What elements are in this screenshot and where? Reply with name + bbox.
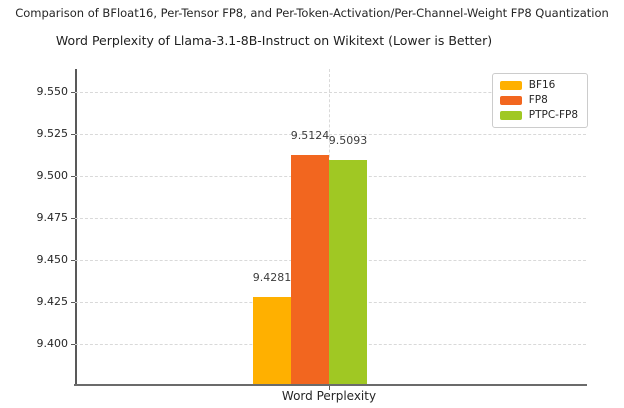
y-tick-mark	[71, 260, 75, 262]
bar-value-label: 9.5124	[290, 129, 330, 143]
y-tick-label: 9.525	[36, 126, 69, 140]
plot-area: 9.4281 9.5124 9.5093 BF16 FP8 PTPC-FP8	[75, 69, 588, 384]
y-tick-mark	[71, 218, 75, 220]
bar-value-label: 9.5093	[328, 134, 368, 148]
y-tick-mark	[71, 175, 75, 178]
figure-suptitle: Comparison of BFloat16, Per-Tensor FP8, …	[15, 6, 609, 20]
y-axis-spine	[75, 69, 77, 385]
y-tick-label: 9.550	[36, 84, 69, 98]
y-tick-mark	[71, 302, 75, 304]
x-tick-label: Word Perplexity	[281, 389, 377, 403]
y-tick-mark	[71, 133, 75, 136]
legend-item: PTPC-FP8	[499, 109, 578, 121]
legend-item: FP8	[499, 94, 578, 106]
y-tick-mark	[71, 91, 75, 94]
y-gridline	[75, 91, 586, 93]
y-tick-mark	[71, 344, 75, 346]
y-tick-label: 9.475	[36, 211, 69, 224]
y-gridline	[75, 133, 586, 135]
chart-title: Word Perplexity of Llama-3.1-8B-Instruct…	[55, 33, 493, 48]
bar-ptpc-fp8	[329, 160, 367, 384]
legend-swatch-ptpc-fp8	[499, 111, 522, 120]
bar-fp8	[291, 155, 329, 384]
legend: BF16 FP8 PTPC-FP8	[491, 73, 588, 128]
legend-swatch-bf16	[499, 81, 522, 90]
legend-label: FP8	[528, 94, 548, 106]
x-tick-mark	[329, 386, 331, 390]
y-tick-label: 9.500	[36, 168, 69, 182]
bar-bf16	[253, 296, 291, 384]
legend-label: PTPC-FP8	[528, 109, 578, 121]
legend-item: BF16	[499, 79, 578, 91]
bar-value-label: 9.4281	[252, 270, 292, 284]
legend-label: BF16	[528, 79, 556, 91]
y-tick-label: 9.425	[36, 295, 69, 309]
legend-swatch-fp8	[499, 96, 522, 105]
y-tick-label: 9.400	[36, 337, 69, 351]
x-axis-spine	[74, 384, 587, 386]
y-tick-label: 9.450	[36, 253, 69, 267]
